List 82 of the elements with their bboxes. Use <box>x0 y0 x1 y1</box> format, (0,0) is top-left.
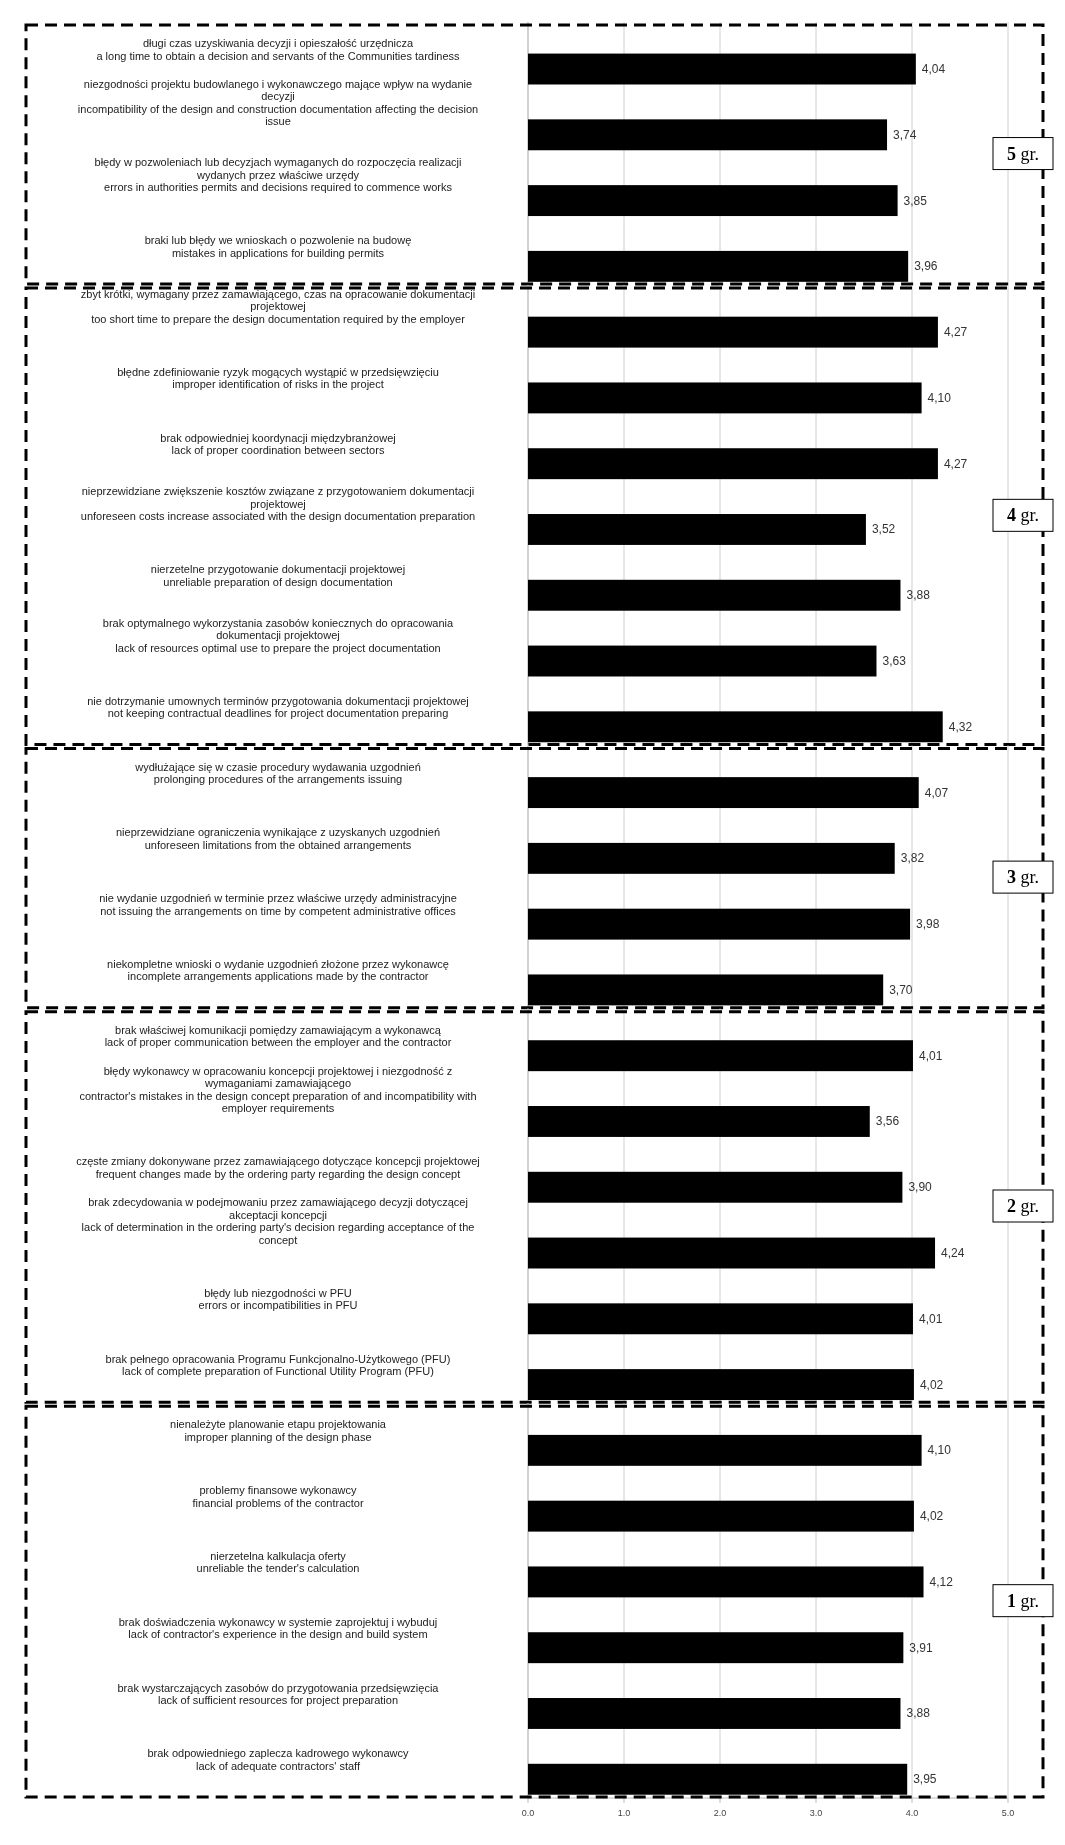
y-tick-label: brak wystarczających zasobów do przygotowania przedsięwzięcia lack of sufficient resources for project preparation <box>117 1681 440 1707</box>
y-tick-label: nie wydanie uzgodnień w terminie przez właściwe urzędy administracyjne not issuing the arrangements on time by competent administrative offices <box>99 892 457 917</box>
y-tick-label: brak odpowiedniego zaplecza kadrowego wykonawcy lack of adequate contractors' staff <box>147 1747 410 1772</box>
x-tick-label: 4.0 <box>905 1808 919 1818</box>
data-label: 4,01 <box>918 1048 943 1063</box>
annotation: 4 gr. <box>1006 505 1040 526</box>
y-tick-label: brak optymalnego wykorzystania zasobów koniecznych do opracowania dokumentacji projektowej lack of resources optimal use to prepare the project documentation <box>102 616 455 654</box>
y-tick-label: długi czas uzyskiwania decyzji i opieszałość urzędnicza a long time to obtain a decision and servants of the Communities tardiness <box>96 37 461 62</box>
bar <box>528 514 866 545</box>
data-label: 3,95 <box>913 1772 937 1787</box>
bar <box>528 974 884 1006</box>
data-label: 3,96 <box>914 259 938 274</box>
y-tick-label: błędne zdefiniowanie ryzyk mogących wystąpić w przedsięwzięciu improper identification of risks in the project <box>117 365 439 391</box>
y-tick-label: błędy wykonawcy w opracowaniu koncepcji projektowej i niezgodność z wymaganiami zamawiającego contractor's mistakes in the design concept preparation of and incompatibility with employer requirements <box>79 1064 477 1115</box>
data-label: 3,70 <box>889 982 913 997</box>
y-tick-label: błędy w pozwoleniach lub decyzjach wymaganych do rozpoczęcia realizacji wydanych przez właściwe urzędy errors in authorities permits and decisions required to commence works <box>94 156 462 194</box>
data-label: 3,88 <box>906 588 931 603</box>
y-tick-label: brak pełnego opracowania Programu Funkcjonalno-Użytkowego (PFU) lack of complete preparation of Functional Utility Program (PFU) <box>105 1352 451 1378</box>
x-tick-label: 1.0 <box>617 1808 631 1818</box>
data-label: 4,02 <box>919 1509 944 1524</box>
bar <box>528 842 895 874</box>
data-label: 3,74 <box>893 127 917 142</box>
data-label: 3,52 <box>871 522 896 537</box>
y-tick-label: brak odpowiedniej koordynacji międzybranżowej lack of proper coordination between sectors <box>160 431 396 457</box>
data-label: 4,27 <box>943 325 968 340</box>
y-tick-label: nieprzewidziane zwiększenie kosztów związane z przygotowaniem dokumentacji projektowej unforeseen costs increase associated with the design documentation preparation <box>80 485 476 523</box>
data-label: 3,63 <box>882 654 907 669</box>
x-tick-label: 2.0 <box>713 1808 727 1818</box>
y-tick-label: nierzetelne przygotowanie dokumentacji projektowej unreliable preparation of design documentation <box>150 563 406 588</box>
data-label: 4,01 <box>918 1311 943 1326</box>
y-tick-label: wydłużające się w czasie procedury wydawania uzgodnień prolonging procedures of the arrangements issuing <box>134 760 421 786</box>
bar <box>528 711 943 743</box>
bar <box>528 645 877 677</box>
bar <box>528 777 919 809</box>
y-tick-label: brak zdecydowania w podejmowaniu przez zamawiającego decyzji dotyczącej akceptacji koncepcji lack of determination in the ordering party's decision regarding acceptance of the concept <box>81 1196 475 1246</box>
data-label: 3,91 <box>909 1640 934 1655</box>
data-label: 3,82 <box>900 851 925 866</box>
annotation: 2 gr. <box>1006 1196 1040 1216</box>
bar <box>528 1566 924 1598</box>
bar <box>528 316 938 348</box>
data-label: 4,02 <box>919 1377 944 1392</box>
y-tick-label: niezgodności projektu budowlanego i wykonawczego mające wpływ na wydanie decyzji incompatibility of the design and construction documentation affecting the decision issue <box>77 77 479 128</box>
data-label: 3,56 <box>875 1114 900 1129</box>
data-label: 4,07 <box>924 785 949 800</box>
bar <box>528 579 901 611</box>
y-tick-label: problemy finansowe wykonawcy financial problems of the contractor <box>192 1484 364 1509</box>
annotation: 3 gr. <box>1006 867 1040 888</box>
x-tick-label: 0.0 <box>521 1808 535 1818</box>
data-label: 4,24 <box>941 1246 965 1261</box>
y-tick-label: braki lub błędy we wnioskach o pozwolenie na budowę mistakes in applications for building permits <box>144 234 412 259</box>
y-tick-label: brak właściwej komunikacji pomiędzy zamawiającym a wykonawcą lack of proper communication between the employer and the contractor <box>104 1023 452 1049</box>
bar <box>528 448 938 480</box>
y-tick-label: częste zmiany dokonywane przez zamawiającego dotyczące koncepcji projektowej frequent changes made by the ordering party regarding the design concept <box>76 1155 480 1180</box>
y-tick-label: błędy lub niezgodności w PFU errors or incompatibilities in PFU <box>198 1286 358 1312</box>
data-label: 4,12 <box>929 1574 954 1589</box>
bar <box>528 1632 904 1664</box>
y-tick-label: nierzetelna kalkulacja oferty unreliable the tender's calculation <box>196 1549 360 1575</box>
bar <box>528 1698 901 1729</box>
bar <box>528 1434 922 1466</box>
data-label: 3,85 <box>903 193 928 208</box>
y-tick-label: nie dotrzymanie umownych terminów przygotowania dokumentacji projektowej not keeping contractual deadlines for project documentation preparing <box>87 694 469 720</box>
annotation: 1 gr. <box>1006 1590 1040 1611</box>
data-label: 4,10 <box>927 390 952 405</box>
bar <box>528 908 911 940</box>
data-label: 4,32 <box>948 719 973 734</box>
y-tick-label: brak doświadczenia wykonawcy w systemie zaprojektuj i wybuduj lack of contractor's experience in the design and build system <box>118 1615 438 1641</box>
y-tick-label: nienależyte planowanie etapu projektowania improper planning of the design phase <box>170 1418 387 1443</box>
bar <box>528 1500 914 1532</box>
data-label: 4,04 <box>921 62 946 77</box>
data-label: 3,98 <box>916 917 940 932</box>
data-label: 4,10 <box>927 1443 952 1458</box>
x-tick-label: 3.0 <box>809 1808 823 1818</box>
y-tick-label: zbyt krótki, wymagany przez zamawiającego, czas na opracowanie dokumentacji projektowej too short time to prepare the design documentation required by the employer <box>80 287 476 325</box>
data-label: 4,27 <box>943 456 968 471</box>
x-tick-label: 5.0 <box>1001 1808 1015 1818</box>
annotation: 5 gr. <box>1006 143 1040 164</box>
bar <box>528 382 922 414</box>
y-tick-label: nieprzewidziane ograniczenia wynikające z uzyskanych uzgodnień unforeseen limitations from the obtained arrangements <box>115 826 441 851</box>
data-label: 3,90 <box>908 1180 933 1195</box>
data-label: 3,88 <box>906 1706 931 1721</box>
bar <box>528 1763 908 1795</box>
y-tick-label: niekompletne wnioski o wydanie uzgodnień złożone przez wykonawcę incomplete arrangements applications made by the contractor <box>107 957 449 983</box>
